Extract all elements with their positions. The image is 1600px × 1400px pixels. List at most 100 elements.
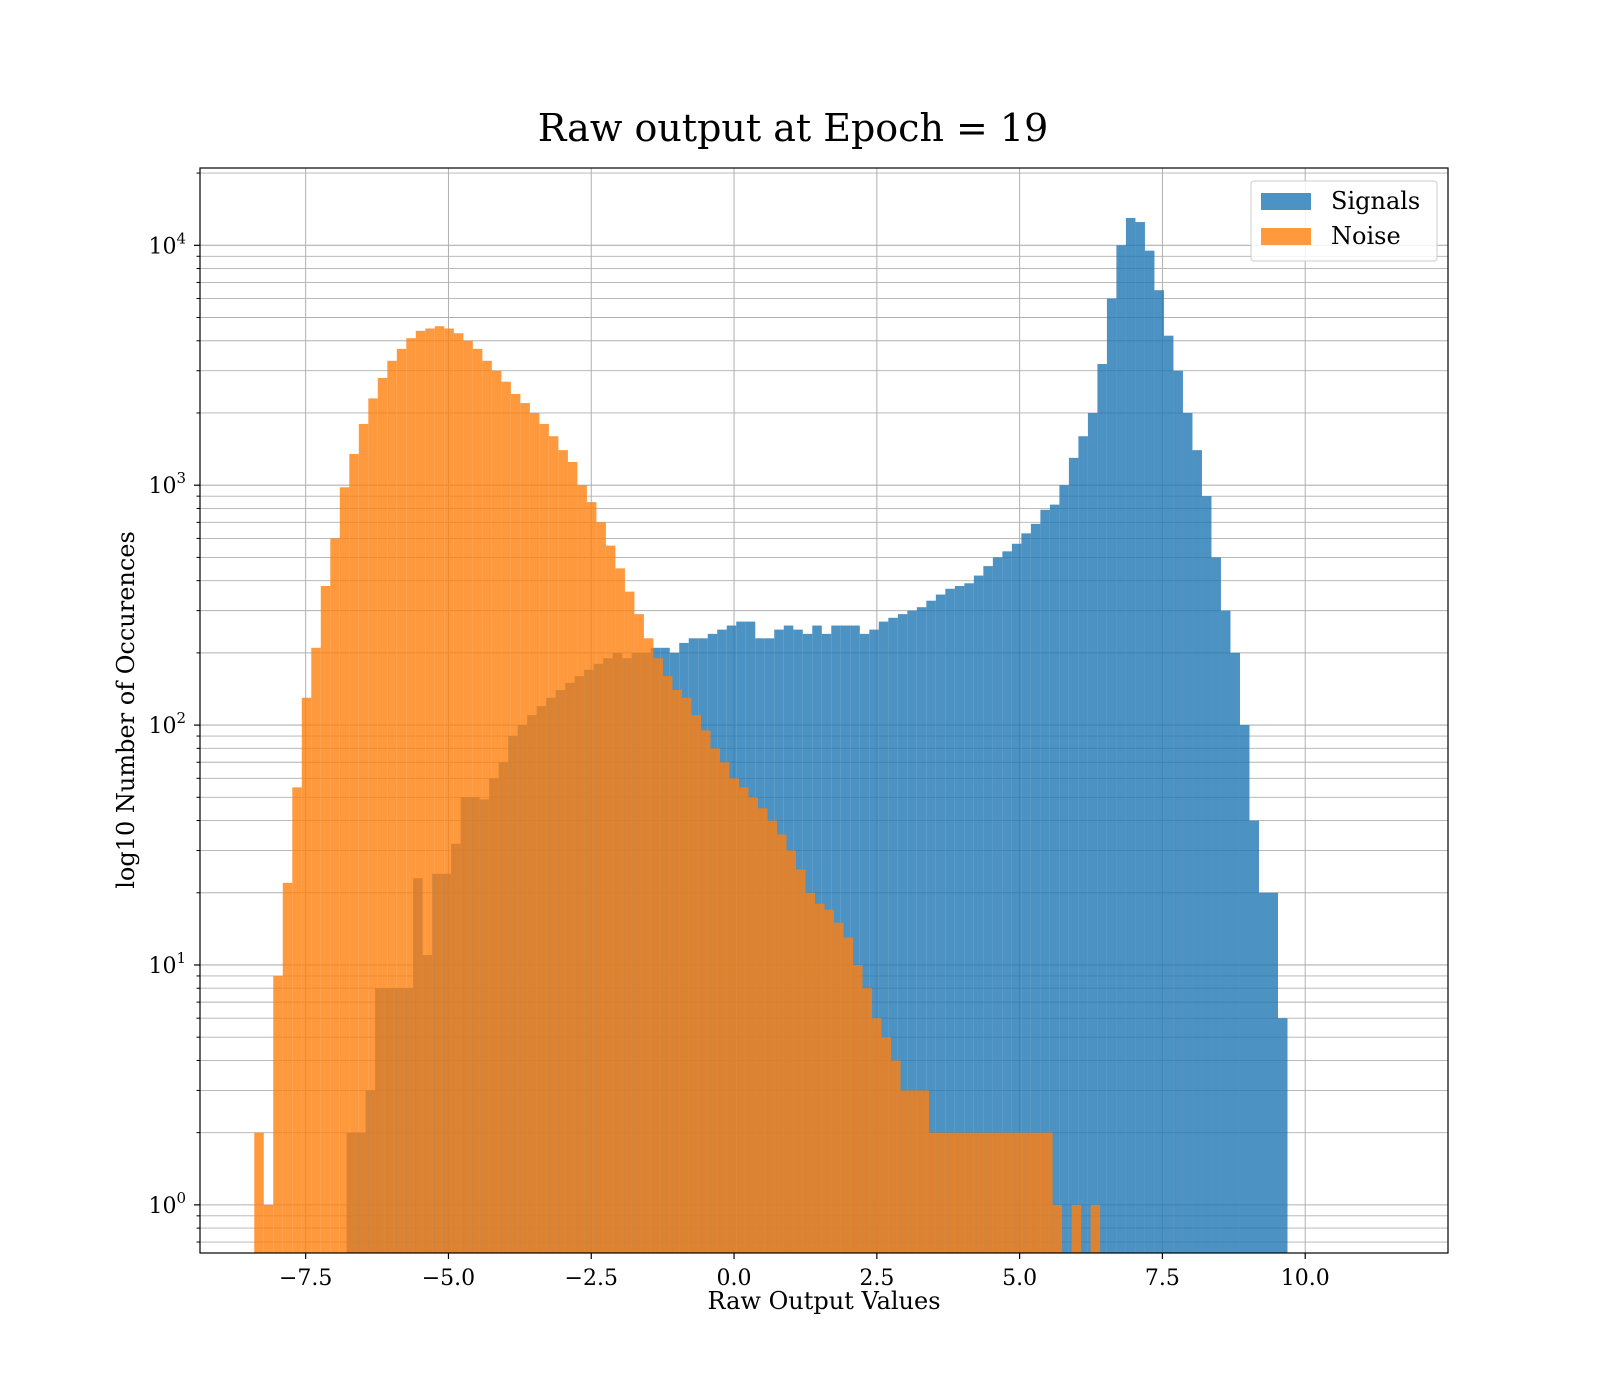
- histogram-bar: [757, 808, 768, 1253]
- histogram-bar: [482, 360, 492, 1253]
- histogram-bar: [577, 485, 587, 1254]
- histogram-bar: [1030, 523, 1041, 1253]
- histogram-bar: [691, 715, 701, 1253]
- x-tick-label: 7.5: [1145, 1266, 1180, 1291]
- x-tick-label: 0.0: [717, 1266, 752, 1291]
- histogram-bar: [805, 892, 816, 1253]
- histogram-bar: [406, 338, 416, 1253]
- x-tick-label: −7.5: [279, 1266, 332, 1291]
- histogram-bar: [945, 588, 955, 1253]
- histogram-bar: [1230, 652, 1240, 1253]
- histogram-bar: [834, 922, 844, 1253]
- histogram-bar: [967, 1132, 977, 1253]
- histogram-bar: [1078, 436, 1088, 1253]
- histogram-bar: [710, 748, 720, 1253]
- histogram-bar: [1125, 217, 1136, 1253]
- histogram-bar: [1154, 290, 1164, 1253]
- histogram-bar: [1116, 245, 1126, 1253]
- histogram-bar: [878, 621, 889, 1253]
- histogram-bar: [700, 730, 711, 1253]
- histogram-bar: [1249, 820, 1259, 1253]
- histogram-bar: [796, 869, 806, 1253]
- x-axis-ticks: −7.5 −5.0 −2.5 0.0 2.5 5.0 7.5 10.0: [279, 1253, 1330, 1291]
- histogram-bar: [824, 909, 835, 1253]
- histogram-bar: [510, 393, 521, 1253]
- y-tick-label: 103: [148, 469, 186, 499]
- histogram-bar: [1097, 364, 1107, 1254]
- histogram-bar: [1033, 1132, 1044, 1253]
- histogram-bar: [1268, 892, 1278, 1253]
- histogram-bar: [938, 1132, 949, 1253]
- histogram-bar: [910, 1090, 920, 1253]
- histogram-bar: [567, 461, 578, 1253]
- histogram-bar: [786, 850, 797, 1253]
- histogram-bar: [1087, 412, 1098, 1253]
- histogram-bar: [853, 964, 863, 1253]
- histogram-bar: [491, 370, 502, 1253]
- histogram-bar: [1090, 1204, 1101, 1253]
- histogram-bar: [767, 820, 777, 1253]
- histogram-bar: [1014, 1132, 1025, 1253]
- histogram-bar: [776, 834, 787, 1253]
- legend-swatch-signals: [1261, 193, 1311, 210]
- histogram-bar: [1005, 1132, 1015, 1253]
- histogram-bar: [463, 340, 473, 1253]
- histogram-bar: [1277, 1018, 1288, 1253]
- histogram-bar: [349, 453, 359, 1253]
- histogram-bar: [843, 937, 854, 1253]
- histogram-bar: [872, 1018, 882, 1253]
- histogram-bar: [907, 610, 917, 1253]
- histogram-bar: [926, 600, 936, 1253]
- histogram-bar: [992, 557, 1003, 1253]
- histogram-bar: [1071, 1204, 1082, 1253]
- histogram-bar: [850, 625, 860, 1253]
- histogram-bar: [301, 697, 312, 1253]
- histogram-bar: [634, 614, 644, 1253]
- histogram-bar: [1021, 533, 1031, 1253]
- histogram-bar: [891, 1060, 901, 1253]
- histogram-bar: [396, 348, 407, 1253]
- histogram-bar: [434, 326, 445, 1253]
- histogram-bar: [1201, 496, 1212, 1253]
- histogram-bar: [719, 762, 730, 1253]
- histogram-bar: [1024, 1132, 1034, 1253]
- histogram-bar: [976, 1132, 987, 1253]
- histogram-bar: [672, 690, 682, 1253]
- histogram-bar: [815, 903, 825, 1253]
- histogram-bar: [995, 1132, 1006, 1253]
- histogram-bar: [254, 1132, 264, 1253]
- histogram-bar: [897, 614, 908, 1253]
- histogram-bar: [1002, 551, 1012, 1253]
- histogram-bar: [387, 360, 397, 1253]
- x-axis-label: Raw Output Values: [707, 1287, 940, 1315]
- histogram-bar: [983, 566, 993, 1253]
- histogram-bar: [1052, 1204, 1063, 1253]
- histogram-bar: [596, 522, 606, 1253]
- histogram-bar: [263, 1204, 274, 1253]
- histogram-bar: [1211, 557, 1221, 1253]
- histogram-bar: [881, 1037, 892, 1253]
- y-tick-label: 102: [148, 709, 186, 739]
- histogram-bar: [1106, 298, 1117, 1253]
- legend-swatch-noise: [1261, 228, 1311, 245]
- histogram-bar: [1135, 222, 1145, 1253]
- histogram-bar: [653, 658, 663, 1253]
- histogram-bar: [548, 436, 559, 1253]
- y-axis-ticks: 100 101 102 103 104: [148, 172, 200, 1243]
- legend: Signals Noise: [1250, 180, 1438, 262]
- histogram-bar: [453, 333, 464, 1253]
- histogram-bar: [957, 1132, 968, 1253]
- histogram-bar: [425, 328, 435, 1253]
- histogram-bar: [415, 330, 426, 1253]
- histogram-bar: [900, 1090, 911, 1253]
- histogram-bar: [529, 412, 540, 1253]
- histogram-bar: [292, 787, 302, 1253]
- histogram-bar: [964, 583, 974, 1253]
- x-tick-label: 5.0: [1002, 1266, 1037, 1291]
- legend-label-noise: Noise: [1331, 222, 1401, 250]
- histogram-bar: [520, 403, 530, 1254]
- histogram-bar: [539, 423, 549, 1253]
- y-tick-label: 100: [148, 1189, 186, 1219]
- histogram-bar: [605, 545, 616, 1253]
